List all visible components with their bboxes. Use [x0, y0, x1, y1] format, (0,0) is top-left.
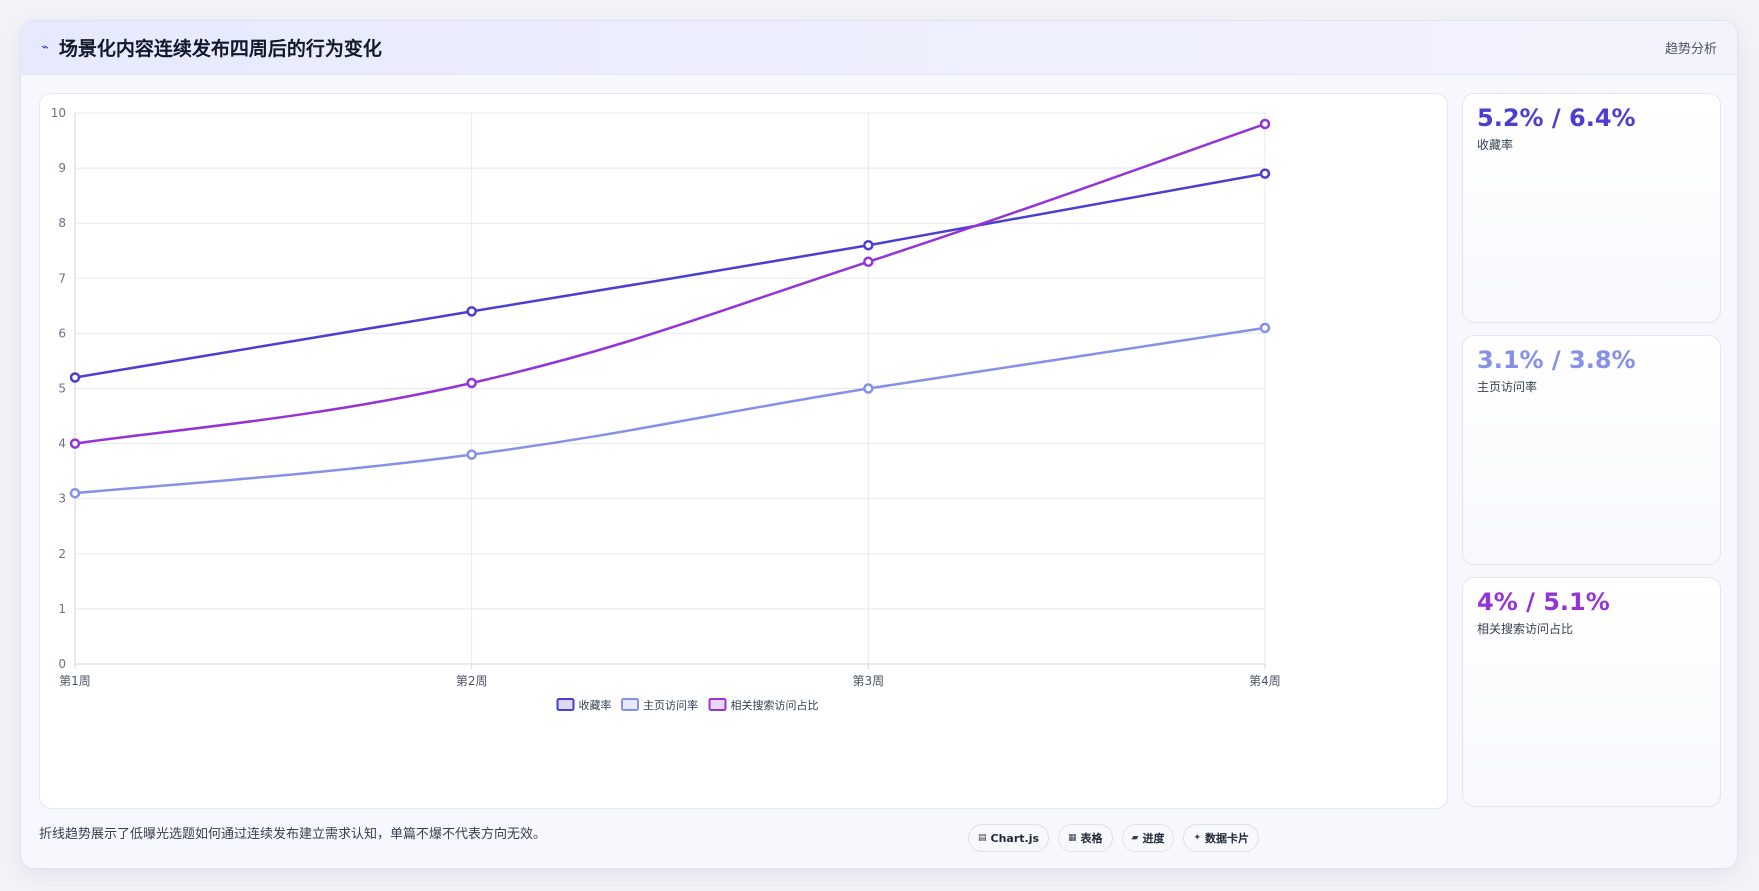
- y-tick-label: 7: [58, 271, 66, 285]
- data-point: [466, 306, 477, 317]
- x-tick-label: 第2周: [456, 674, 488, 688]
- stat-label: 收藏率: [1477, 138, 1514, 152]
- series-line: [74, 172, 1266, 379]
- legend-swatch: [621, 698, 639, 711]
- data-point: [466, 449, 477, 460]
- data-point: [1259, 118, 1271, 130]
- chart-card: ⌁ 场景化内容连续发布四周后的行为变化 趋势分析 0 1 2 3 4 5 6 7 8 9 10 第1周…: [20, 20, 1738, 869]
- header-tag: 趋势分析: [1664, 42, 1717, 57]
- data-point: [69, 438, 81, 449]
- data-point: [466, 377, 477, 389]
- legend-label: 收藏率: [579, 698, 612, 712]
- y-tick-label: 9: [58, 161, 66, 175]
- y-tick-label: 8: [58, 216, 66, 230]
- tag-chartjs[interactable]: ▤ Chart.js: [968, 824, 1050, 852]
- stat-value: 3.1% / 3.8%: [1477, 346, 1636, 374]
- legend-swatch: [556, 698, 575, 711]
- data-point: [1259, 322, 1271, 334]
- stat-label: 主页访问率: [1477, 380, 1538, 394]
- table-icon: ▦: [1068, 833, 1077, 843]
- tag-label: 表格: [1080, 832, 1103, 845]
- legend-label: 主页访问率: [643, 698, 698, 712]
- tag-data-card[interactable]: ✦ 数据卡片: [1183, 824, 1260, 852]
- y-tick-label: 6: [58, 326, 66, 340]
- tag-label: Chart.js: [990, 831, 1040, 845]
- card-icon: ✦: [1193, 833, 1202, 843]
- tag-table[interactable]: ▦ 表格: [1058, 824, 1113, 852]
- title-wrap: ⌁ 场景化内容连续发布四周后的行为变化: [41, 34, 382, 61]
- stat-label: 相关搜索访问占比: [1477, 622, 1574, 636]
- data-point: [1259, 168, 1271, 179]
- x-tick-label: 第1周: [59, 674, 91, 688]
- y-tick-label: 1: [58, 602, 66, 616]
- data-point: [863, 383, 874, 394]
- series-line: [74, 326, 1266, 495]
- tag-progress[interactable]: ▰ 进度: [1121, 824, 1175, 852]
- x-tick-label: 第3周: [853, 674, 885, 688]
- page-title: 场景化内容连续发布四周后的行为变化: [58, 38, 382, 60]
- y-tick-label: 2: [58, 547, 66, 561]
- line-chart-panel: 0 1 2 3 4 5 6 7 8 9 10 第1周 第2周 第3周 第4周收藏率 主页访问率 相关搜索访问占比: [39, 93, 1448, 809]
- trend-line-icon: ⌁: [41, 40, 49, 55]
- stat-value: 4% / 5.1%: [1477, 588, 1610, 616]
- series-line: [74, 122, 1266, 445]
- tag-label: 数据卡片: [1205, 832, 1250, 845]
- y-tick-label: 4: [58, 437, 66, 451]
- chart-icon: ▤: [978, 833, 987, 843]
- x-tick-label: 第4周: [1249, 674, 1281, 688]
- legend-label: 相关搜索访问占比: [731, 698, 819, 712]
- y-tick-label: 3: [58, 492, 66, 506]
- y-tick-label: 5: [58, 382, 66, 396]
- tech-tags: ▤ Chart.js ▦ 表格 ▰ 进度 ✦ 数据卡片: [968, 824, 1260, 852]
- y-tick-label: 0: [58, 657, 66, 671]
- chart-caption: 折线趋势展示了低曝光选题如何通过连续发布建立需求认知，单篇不爆不代表方向无效。: [39, 827, 547, 842]
- data-point: [69, 372, 81, 383]
- stat-value: 5.2% / 6.4%: [1477, 104, 1636, 132]
- card-header: ⌁ 场景化内容连续发布四周后的行为变化 趋势分析: [21, 21, 1737, 75]
- y-tick-label: 10: [51, 106, 66, 120]
- data-point: [69, 487, 81, 499]
- stat-card-favorite-rate: 5.2% / 6.4% 收藏率: [1462, 93, 1721, 323]
- stat-cards: 5.2% / 6.4% 收藏率 3.1% / 3.8% 主页访问率 4% / 5…: [1462, 93, 1721, 819]
- progress-icon: ▰: [1131, 833, 1139, 843]
- legend-swatch: [708, 698, 727, 711]
- tag-label: 进度: [1142, 832, 1165, 845]
- stat-card-homepage-rate: 3.1% / 3.8% 主页访问率: [1462, 335, 1721, 565]
- data-point: [863, 256, 874, 268]
- data-point: [863, 239, 874, 251]
- stat-card-search-share: 4% / 5.1% 相关搜索访问占比: [1462, 577, 1721, 807]
